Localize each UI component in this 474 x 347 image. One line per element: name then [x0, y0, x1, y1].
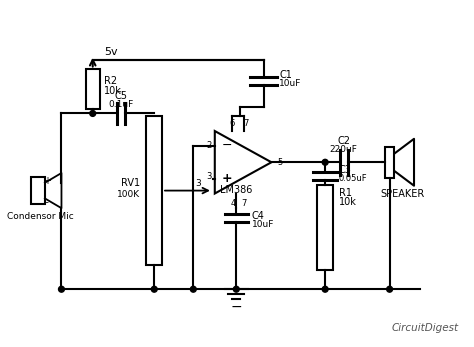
Text: C3: C3 [339, 165, 352, 175]
Circle shape [151, 286, 157, 292]
Text: LM386: LM386 [220, 185, 253, 195]
Text: C4: C4 [252, 211, 265, 221]
Text: 220uF: 220uF [330, 145, 358, 154]
Bar [146, 116, 162, 265]
Text: R1: R1 [339, 187, 352, 197]
Text: 2: 2 [206, 141, 211, 150]
Text: +: + [43, 176, 51, 186]
Text: +: + [221, 172, 232, 185]
Text: C2: C2 [337, 136, 350, 146]
Circle shape [322, 286, 328, 292]
Text: 10k: 10k [339, 197, 357, 207]
Text: 10uF: 10uF [252, 220, 274, 229]
Text: 100K: 100K [118, 190, 141, 199]
Text: 0.05uF: 0.05uF [339, 175, 367, 183]
Bar [385, 147, 394, 178]
Text: 10uF: 10uF [279, 79, 301, 88]
Circle shape [90, 110, 96, 116]
Circle shape [58, 286, 64, 292]
Bar [317, 185, 333, 270]
Text: 4: 4 [231, 199, 236, 208]
Text: RV1: RV1 [121, 178, 141, 188]
Text: −: − [230, 300, 242, 314]
Text: −: − [221, 139, 232, 152]
Circle shape [233, 286, 239, 292]
Text: 7: 7 [241, 199, 247, 208]
Text: C5: C5 [115, 91, 128, 101]
Text: 10k: 10k [104, 86, 122, 96]
Circle shape [191, 286, 196, 292]
Text: CircuitDigest: CircuitDigest [392, 323, 459, 333]
Circle shape [322, 159, 328, 165]
Text: 7: 7 [243, 119, 249, 128]
Text: 3: 3 [195, 179, 201, 188]
Text: 6: 6 [230, 119, 235, 128]
Text: R2: R2 [104, 76, 118, 86]
Text: Condensor Mic: Condensor Mic [7, 212, 73, 221]
Text: 0.1uF: 0.1uF [109, 100, 134, 109]
Bar [86, 69, 100, 109]
Circle shape [387, 286, 392, 292]
Text: SPEAKER: SPEAKER [380, 188, 424, 198]
Text: -: - [45, 197, 49, 207]
Bar [31, 177, 45, 204]
Text: C1: C1 [279, 70, 292, 81]
Text: 5v: 5v [104, 47, 118, 57]
Text: 5: 5 [277, 158, 283, 167]
Text: 3: 3 [206, 172, 211, 181]
